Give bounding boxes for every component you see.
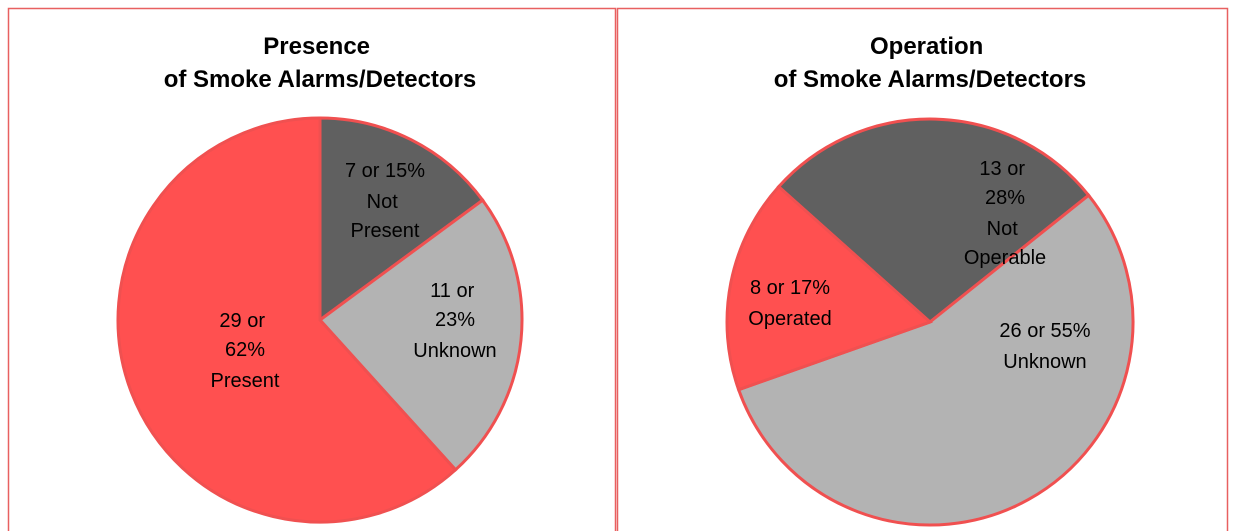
panel-border bbox=[7, 7, 617, 531]
slice-value-label: 29 or 62% bbox=[219, 310, 270, 361]
slice-category-label: Unknown bbox=[413, 340, 496, 362]
slice-value-label: 8 or 17% bbox=[750, 277, 830, 299]
pie-slice bbox=[736, 193, 1135, 527]
slice-category-label: Unknown bbox=[1003, 351, 1086, 373]
pie-slice bbox=[776, 117, 1091, 324]
slice-value-label: 7 or 15% bbox=[345, 160, 425, 182]
slice-category-label: Not Present bbox=[351, 191, 420, 242]
slice-category-label: Present bbox=[211, 370, 280, 392]
pie-slice bbox=[317, 198, 524, 472]
chart-title: Presence of Smoke Alarms/Detectors bbox=[164, 33, 477, 93]
chart-title: Operation of Smoke Alarms/Detectors bbox=[774, 33, 1087, 93]
slice-value-label: 13 or 28% bbox=[979, 158, 1030, 209]
slice-value-label: 26 or 55% bbox=[999, 320, 1090, 342]
pie-slice bbox=[318, 116, 485, 323]
pie-slice bbox=[725, 184, 933, 392]
slice-category-label: Not Operable bbox=[964, 218, 1046, 269]
slice-category-label: Operated bbox=[748, 308, 831, 330]
slice-value-label: 11 or 23% bbox=[430, 280, 480, 331]
pie-slice bbox=[116, 116, 458, 524]
panel-border bbox=[616, 7, 1229, 531]
